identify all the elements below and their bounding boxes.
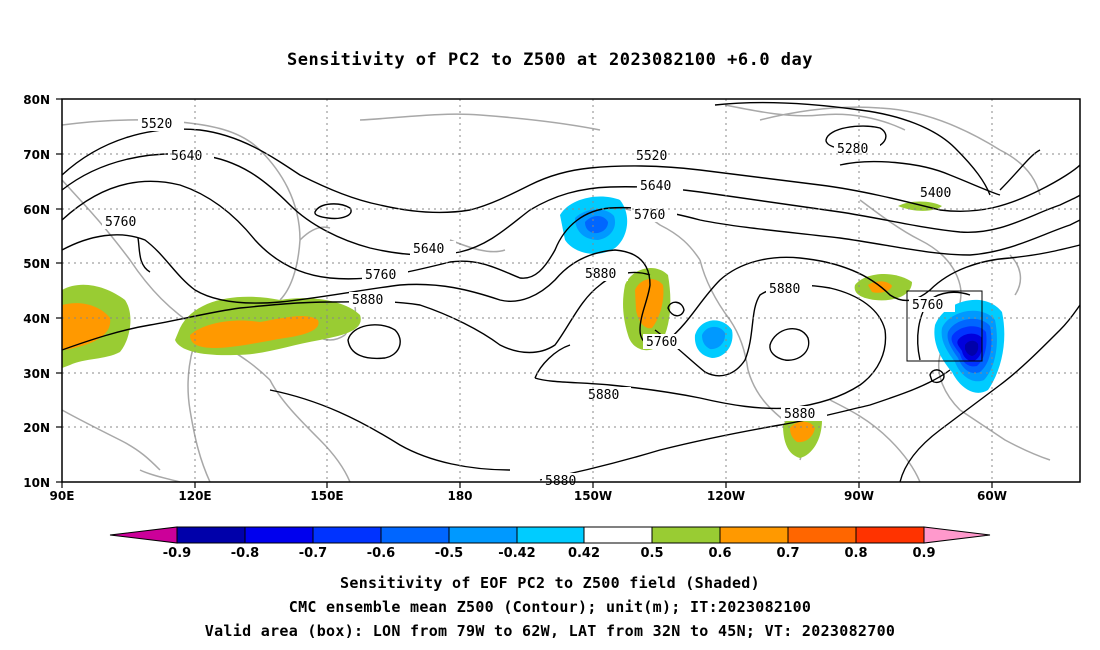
contour-label: 5760 — [365, 268, 396, 283]
contour-label: 5640 — [413, 242, 444, 257]
footer-line-3: Valid area (box): LON from 79W to 62W, L… — [204, 622, 896, 640]
contour-label: 5880 — [769, 282, 800, 297]
contour-label: 5880 — [784, 407, 815, 422]
colorbar-cell — [109, 526, 178, 544]
contour-label: 5520 — [141, 117, 172, 132]
footer-line-1: Sensitivity of EOF PC2 to Z500 field (Sh… — [340, 574, 760, 592]
lat-tick-label: 70N — [23, 148, 50, 162]
lon-tick-label: 180 — [447, 489, 472, 503]
colorbar-label: -0.7 — [299, 546, 327, 561]
colorbar-cell — [516, 526, 585, 544]
colorbar-label: 0.8 — [844, 546, 867, 561]
colorbar — [109, 526, 991, 544]
contour-label: 5760 — [912, 298, 943, 313]
colorbar-cell — [448, 526, 518, 544]
colorbar-label: 0.9 — [912, 546, 935, 561]
z500-contours — [61, 101, 1081, 483]
contour-label: 5520 — [636, 149, 667, 164]
valid-area-box — [906, 290, 983, 362]
colorbar-label: -0.6 — [367, 546, 395, 561]
colorbar-cell — [244, 526, 314, 544]
lat-tick-label: 80N — [23, 93, 50, 107]
colorbar-cell — [719, 526, 789, 544]
lat-tick-label: 10N — [23, 476, 50, 490]
lat-tick-label: 30N — [23, 367, 50, 381]
contour-label: 5880 — [585, 267, 616, 282]
contour-label: 5760 — [105, 215, 136, 230]
shade-pos-central-america-core — [790, 421, 815, 443]
lon-tick-label: 120W — [707, 489, 745, 503]
colorbar-label: -0.8 — [231, 546, 259, 561]
lon-tick-label: 60W — [977, 489, 1007, 503]
colorbar-label: -0.5 — [435, 546, 463, 561]
contour-label: 5400 — [920, 186, 951, 201]
colorbar-label: 0.7 — [776, 546, 799, 561]
lat-tick-label: 50N — [23, 257, 50, 271]
lon-tick-label: 120E — [178, 489, 211, 503]
lat-lon-grid — [62, 99, 1080, 482]
chart-title: Sensitivity of PC2 to Z500 at 2023082100… — [286, 50, 813, 70]
colorbar-label: -0.42 — [498, 546, 535, 561]
colorbar-cell — [380, 526, 450, 544]
lon-tick-label: 150E — [310, 489, 343, 503]
contour-label: 5880 — [588, 388, 619, 403]
colorbar-cell — [176, 526, 246, 544]
contour-label: 5760 — [646, 335, 677, 350]
colorbar-cell — [855, 526, 925, 544]
lat-labels: 80N 70N 60N 50N 40N 30N 20N 10N — [23, 93, 50, 490]
contour-label: 5640 — [640, 179, 671, 194]
colorbar-labels: -0.9 -0.8 -0.7 -0.6 -0.5 -0.42 0.42 0.5 … — [163, 546, 936, 561]
shade-neg-mexico-core — [702, 326, 726, 350]
lon-tick-label: 90E — [50, 489, 75, 503]
colorbar-label: -0.9 — [163, 546, 191, 561]
lon-labels: 90E 120E 150E 180 150W 120W 90W 60W — [50, 489, 1007, 503]
shade-neg-pacific-core2 — [585, 216, 608, 234]
lat-tick-label: 20N — [23, 421, 50, 435]
contour-label: 5760 — [634, 208, 665, 223]
lat-tick-label: 60N — [23, 203, 50, 217]
map-frame — [61, 98, 1081, 483]
lat-tick-label: 40N — [23, 312, 50, 326]
contour-labels: 5520 5640 5760 5520 5640 5760 5640 5760 … — [102, 116, 963, 489]
contour-label: 5640 — [171, 149, 202, 164]
contour-label: 5280 — [837, 142, 868, 157]
lon-tick-label: 150W — [574, 489, 612, 503]
lon-tick-label: 90W — [844, 489, 874, 503]
contour-label: 5880 — [352, 293, 383, 308]
colorbar-cell — [583, 526, 653, 544]
colorbar-cell — [651, 526, 721, 544]
colorbar-cell — [312, 526, 382, 544]
footer-line-2: CMC ensemble mean Z500 (Contour); unit(m… — [288, 598, 812, 616]
colorbar-cell — [923, 526, 991, 544]
shade-neg-atlantic-6 — [965, 340, 979, 356]
colorbar-label: 0.5 — [640, 546, 663, 561]
colorbar-cell — [787, 526, 857, 544]
colorbar-label: 0.6 — [708, 546, 731, 561]
axis-ticks — [56, 98, 993, 488]
colorbar-label: 0.42 — [568, 546, 600, 561]
shade-pos-asia-mid-core — [190, 316, 319, 348]
